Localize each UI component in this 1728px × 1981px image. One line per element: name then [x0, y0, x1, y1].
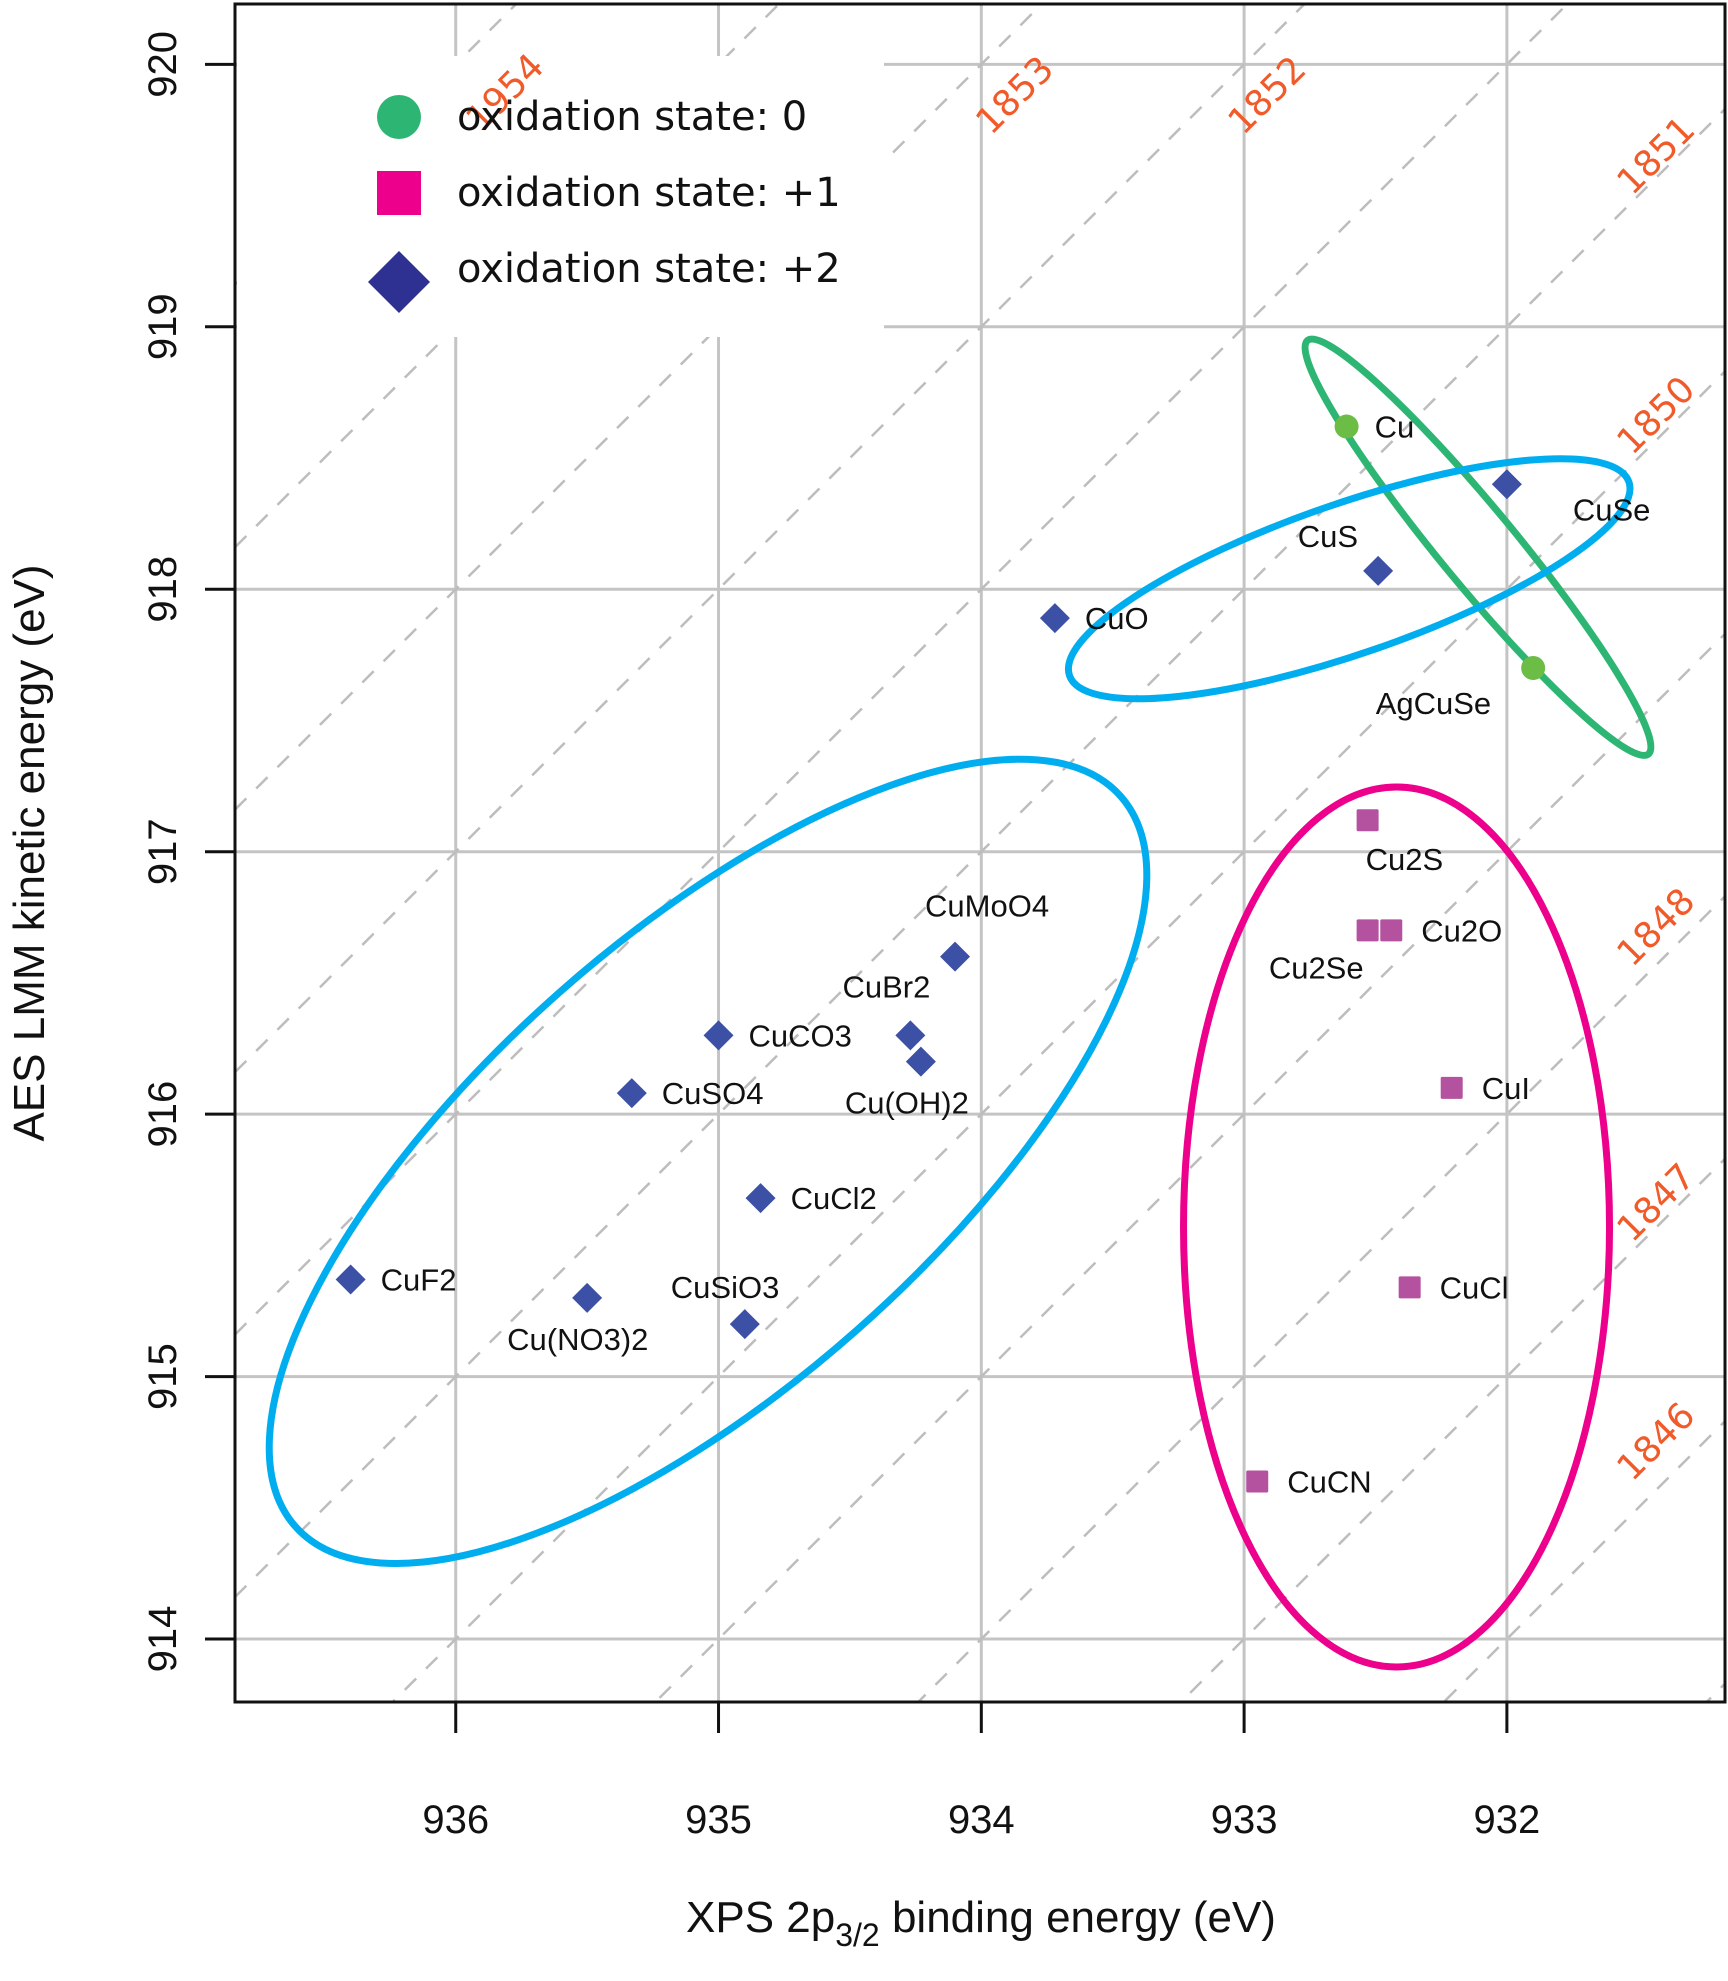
y-tick-label: 919	[141, 293, 185, 360]
data-point-cu2s	[1356, 809, 1379, 832]
point-label: CuCO3	[749, 1018, 852, 1053]
x-axis-title-suffix: binding energy (eV)	[880, 1893, 1276, 1942]
point-label: CuSe	[1573, 492, 1651, 527]
auger-parameter-line	[1442, 1420, 1725, 1702]
y-tick-label: 914	[141, 1606, 185, 1673]
grouping-ellipse	[1301, 335, 1655, 759]
point-label: CuO	[1085, 601, 1149, 636]
data-point-cumoo4	[940, 941, 971, 972]
data-point-cu	[1334, 414, 1359, 439]
auger-parameter-line	[653, 632, 1725, 1702]
auger-parameter-line	[235, 4, 1570, 1336]
x-tick-label: 935	[685, 1798, 752, 1842]
data-point-cus	[1363, 555, 1394, 586]
auger-parameter-line	[235, 4, 1044, 811]
legend-background	[237, 56, 884, 337]
legend-label-2: oxidation state: +2	[457, 246, 841, 292]
auger-parameter-lines	[235, 4, 1725, 1702]
point-label: CuCN	[1287, 1465, 1371, 1500]
point-label: CuF2	[381, 1262, 457, 1297]
data-point-cucl	[1398, 1276, 1421, 1299]
axes: 936 935 934 933 932 914 915 916 917 918 919 920	[141, 31, 1540, 1842]
point-label: CuBr2	[842, 969, 930, 1004]
data-point-cuoh2	[905, 1046, 936, 1077]
point-label: Cu2O	[1421, 913, 1502, 948]
x-axis-title-main: XPS 2p	[686, 1893, 835, 1942]
grouping-ellipse	[1180, 783, 1614, 1671]
point-label: CuSO4	[662, 1076, 764, 1111]
auger-parameter-line	[235, 4, 1307, 1074]
point-label: CuMoO4	[925, 889, 1049, 924]
legend-diamond-icon	[368, 251, 430, 313]
auger-parameter-line	[235, 108, 1725, 1598]
y-axis-title: AES LMM kinetic energy (eV)	[5, 564, 54, 1141]
legend-circle-icon	[377, 95, 421, 139]
point-label: CuI	[1482, 1071, 1530, 1106]
data-point-cuso4	[616, 1078, 647, 1109]
y-tick-label: 915	[141, 1343, 185, 1410]
data-point-cuo	[1039, 603, 1070, 634]
data-point-cuno32	[572, 1282, 603, 1313]
data-point-cubr2	[895, 1020, 926, 1051]
grouping-ellipses	[265, 335, 1655, 1671]
x-tick-label: 934	[948, 1798, 1015, 1842]
y-tick-label: 918	[141, 556, 185, 623]
data-point-cu2se	[1356, 919, 1379, 942]
data-point-agcuse	[1521, 655, 1546, 680]
auger-parameter-line	[390, 370, 1725, 1702]
point-label: CuS	[1298, 519, 1358, 554]
x-axis-title: XPS 2p3/2 binding energy (eV)	[686, 1893, 1276, 1953]
point-label: Cu(NO3)2	[507, 1322, 648, 1357]
point-label: Cu2Se	[1269, 950, 1364, 985]
point-label: Cu(OH)2	[845, 1086, 969, 1121]
legend: oxidation state: 0 oxidation state: +1 o…	[368, 94, 841, 313]
point-labels: Cu AgCuSe Cu2S Cu2Se Cu2O CuI CuCl CuCN CuSe CuS C…	[381, 410, 1651, 1500]
point-label: CuCl2	[791, 1181, 877, 1216]
auger-parameter-line	[916, 895, 1725, 1702]
data-points	[335, 414, 1546, 1493]
point-label: CuSiO3	[671, 1270, 780, 1305]
legend-label-1: oxidation state: +1	[457, 170, 841, 216]
data-point-cucn	[1246, 1470, 1269, 1493]
data-point-cui	[1440, 1076, 1463, 1099]
x-tick-label: 933	[1211, 1798, 1278, 1842]
point-label: AgCuSe	[1376, 686, 1491, 721]
legend-square-icon	[377, 171, 421, 215]
data-point-cuf2	[335, 1264, 366, 1295]
x-axis-title-subscript: 3/2	[835, 1917, 879, 1953]
data-point-cuse	[1491, 469, 1522, 500]
legend-label-0: oxidation state: 0	[457, 94, 807, 140]
point-label: Cu2S	[1366, 842, 1444, 877]
point-label: CuCl	[1440, 1270, 1509, 1305]
point-label: Cu	[1375, 410, 1415, 445]
y-tick-label: 916	[141, 1081, 185, 1148]
x-tick-label: 936	[422, 1798, 489, 1842]
y-tick-label: 920	[141, 31, 185, 98]
x-tick-label: 932	[1474, 1798, 1541, 1842]
grouping-ellipse	[1064, 455, 1634, 703]
y-tick-label: 917	[141, 818, 185, 885]
data-point-cu2o	[1380, 919, 1403, 942]
auger-parameter-line	[1179, 1157, 1725, 1702]
data-point-cuco3	[703, 1020, 734, 1051]
grouping-ellipse	[265, 755, 1151, 1567]
data-point-cucl2	[745, 1183, 776, 1214]
data-point-cusio3	[729, 1309, 760, 1340]
